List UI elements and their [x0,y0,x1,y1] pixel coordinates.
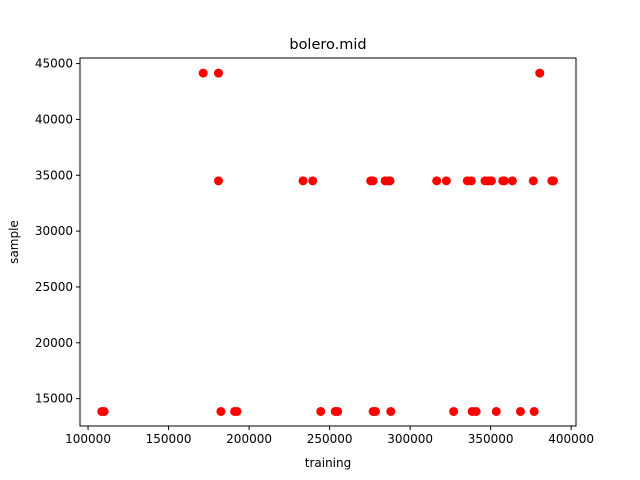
axis-ticks: 100000 150000 200000 250000 300000 350000 4000… [35,57,594,446]
x-tick-label: 300000 [387,432,433,446]
data-point [213,176,223,186]
data-point [548,176,558,186]
data-point [316,406,326,416]
y-tick-label: 30000 [35,224,73,238]
data-point [232,406,242,416]
chart-title: bolero.mid [289,37,366,53]
data-point [507,176,517,186]
data-points [97,68,558,416]
plot-area-frame [79,57,577,427]
data-point [432,176,442,186]
data-point [486,176,496,186]
data-point [99,406,109,416]
x-tick-label: 400000 [548,432,594,446]
data-point [333,406,343,416]
data-point [371,406,381,416]
data-point [528,176,538,186]
x-tick-label: 250000 [307,432,353,446]
y-tick-label: 15000 [35,392,73,406]
y-tick-label: 35000 [35,168,73,182]
data-point [491,406,501,416]
y-tick-label: 25000 [35,280,73,294]
data-point [515,406,525,416]
y-tick-label: 40000 [35,112,73,126]
data-point [449,406,459,416]
data-point [499,176,509,186]
data-point [368,176,378,186]
data-point [466,176,476,186]
data-point [471,406,481,416]
x-tick-label: 150000 [146,432,192,446]
x-axis-label: training [305,456,352,470]
y-tick-label: 45000 [35,57,73,71]
data-point [216,406,226,416]
x-tick-label: 350000 [468,432,514,446]
data-point [308,176,318,186]
data-point [198,68,208,78]
x-tick-label: 100000 [65,432,111,446]
data-point [441,176,451,186]
data-point [385,176,395,186]
data-point [535,68,545,78]
data-point [213,68,223,78]
y-tick-label: 20000 [35,336,73,350]
y-axis-label: sample [7,220,21,264]
data-point [529,406,539,416]
data-point [298,176,308,186]
data-point [386,406,396,416]
x-tick-label: 200000 [226,432,272,446]
